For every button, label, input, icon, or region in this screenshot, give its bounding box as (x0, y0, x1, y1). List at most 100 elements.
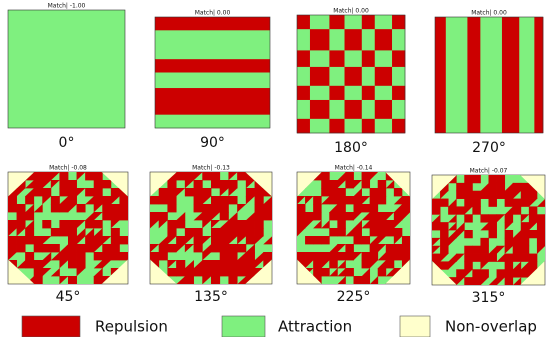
cell (228, 212, 238, 221)
cell (309, 29, 330, 51)
cell (202, 236, 212, 245)
cell (401, 196, 410, 205)
cell (85, 228, 95, 237)
cell (25, 236, 35, 245)
cell (110, 204, 120, 213)
cell (345, 244, 354, 253)
cell (237, 228, 247, 237)
cell (512, 253, 522, 262)
cell (93, 228, 103, 237)
cell (528, 230, 538, 239)
cell (42, 244, 52, 253)
cell (245, 180, 255, 189)
cell (42, 220, 52, 229)
cell (93, 204, 103, 213)
cell (42, 172, 52, 181)
cell (321, 196, 330, 205)
cell (528, 261, 538, 270)
cell (254, 236, 264, 245)
cell (393, 244, 403, 253)
cell (219, 188, 229, 197)
cell (297, 118, 311, 134)
cell (401, 236, 410, 245)
cell (353, 204, 362, 213)
cell (361, 260, 371, 269)
cell (432, 214, 441, 223)
cell (59, 244, 69, 253)
cell (219, 268, 229, 277)
cell (76, 188, 86, 197)
cell (297, 196, 306, 205)
cell (167, 196, 177, 205)
cell (374, 66, 393, 87)
cell (337, 220, 346, 229)
cell (102, 244, 112, 253)
cell (33, 276, 43, 284)
panel: Match| -0.08 45° (7, 165, 129, 305)
cell (393, 252, 403, 261)
cell (329, 228, 338, 237)
cell (504, 253, 514, 262)
cell (25, 252, 35, 261)
cell (8, 196, 17, 205)
cell (512, 190, 522, 199)
cell (184, 188, 194, 197)
cell (110, 252, 120, 261)
cell (158, 220, 168, 229)
cell (309, 118, 330, 134)
cell (193, 204, 203, 213)
cell (219, 180, 229, 189)
stripe (155, 114, 270, 129)
cell (369, 236, 379, 245)
cell (369, 196, 379, 205)
cell (228, 244, 238, 253)
cell (219, 196, 229, 205)
cell (480, 182, 489, 192)
cell (263, 196, 272, 205)
cell (193, 236, 203, 245)
cell (369, 244, 379, 253)
cell (345, 180, 354, 189)
cell (480, 277, 489, 285)
cell (167, 220, 177, 229)
cell (16, 244, 26, 253)
cell (329, 212, 338, 221)
cell (329, 196, 338, 205)
cell (313, 204, 322, 213)
cell (202, 276, 212, 284)
cell (263, 236, 272, 245)
cell (93, 276, 103, 284)
cell (337, 212, 346, 221)
cell (50, 244, 60, 253)
panel-title: Match| -1.00 (48, 3, 86, 10)
cell (202, 188, 212, 197)
angle-label: 45° (56, 289, 81, 305)
cell (33, 180, 43, 189)
cell (504, 261, 514, 270)
cell (228, 276, 238, 284)
cell (263, 252, 272, 261)
cell (305, 260, 314, 269)
cell (377, 180, 387, 189)
cell (313, 212, 322, 221)
cell (42, 196, 52, 205)
cell (167, 204, 177, 213)
cell (496, 182, 506, 192)
cell (309, 66, 330, 87)
cell (85, 188, 95, 197)
cell (344, 29, 363, 51)
cell (297, 85, 311, 101)
cell (385, 220, 395, 229)
cell (344, 15, 363, 30)
cell (110, 188, 120, 197)
cell (245, 220, 255, 229)
cell (353, 180, 362, 189)
cell (377, 268, 387, 277)
cell (432, 206, 441, 215)
cell (385, 228, 395, 237)
cell (401, 252, 410, 261)
cell (297, 15, 311, 30)
cell (184, 244, 194, 253)
cell (297, 228, 306, 237)
